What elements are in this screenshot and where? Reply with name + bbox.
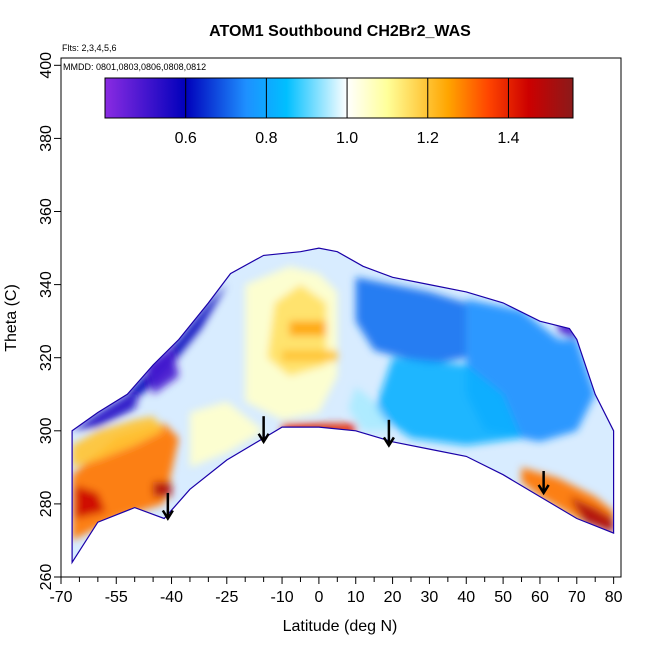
colorbar-rect [104,77,574,119]
x-tick-label: 80 [605,589,623,606]
x-tick-label: 20 [384,589,402,606]
x-tick-label: 10 [347,589,365,606]
chart-title: ATOM1 Southbound CH2Br2_WAS [209,23,471,40]
x-tick-label: 50 [494,589,512,606]
y-tick-label: 360 [38,198,55,225]
y-tick-label: 300 [38,417,55,444]
x-tick-label: -70 [49,589,72,606]
arrow-head [257,433,270,445]
y-axis-label: Theta (C) [3,284,20,352]
x-tick-label: 70 [568,589,586,606]
arrow-head [537,484,550,496]
x-tick-label: -55 [105,589,128,606]
arrow-head [161,509,174,521]
color-zone [289,321,327,336]
data-layer [71,247,615,565]
y-tick-label: 260 [38,564,55,591]
color-zone [282,423,356,435]
y-axis: 260 280 300 320 340 360 380 400 [38,52,62,591]
colorbar-tick-label: 1.0 [336,130,358,147]
x-tick-label: 0 [314,589,323,606]
color-zone [348,386,393,431]
x-tick-label: 40 [457,589,475,606]
color-zone [145,346,179,395]
x-axis: -70 -55 -40 -25 -10 0 10 20 30 40 50 60 70 80 [49,576,623,606]
y-tick-label: 340 [38,271,55,298]
color-zone [355,277,467,365]
dates-annotation: MMDD: 0801,0803,0806,0808,0812 [63,62,206,72]
color-zone [189,401,264,468]
x-axis-label: Latitude (deg N) [283,618,398,635]
colorbar-tick-label: 1.4 [497,130,519,147]
color-zone [311,430,334,439]
color-zone [282,350,338,362]
colorbar: 0.6 0.8 1.0 1.2 1.4 [104,77,574,147]
y-tick-label: 380 [38,125,55,152]
color-zone [72,416,165,468]
x-tick-label: -10 [270,589,293,606]
y-tick-label: 320 [38,344,55,371]
arrow-head [382,436,395,448]
data-region-outline [71,247,615,565]
flights-annotation: Flts: 2,3,4,5,6 [62,43,117,53]
y-tick-label: 400 [38,52,55,79]
colorbar-tick-label: 0.8 [255,130,277,147]
y-tick-label: 280 [38,490,55,517]
color-zone [569,496,614,534]
colorbar-tick-label: 1.2 [417,130,439,147]
color-zone [75,485,106,519]
colorbar-tick-label: 0.6 [175,130,197,147]
x-tick-label: 60 [531,589,549,606]
x-tick-label: 30 [421,589,439,606]
x-tick-label: -25 [215,589,238,606]
color-zone [374,357,522,446]
x-tick-label: -40 [160,589,183,606]
